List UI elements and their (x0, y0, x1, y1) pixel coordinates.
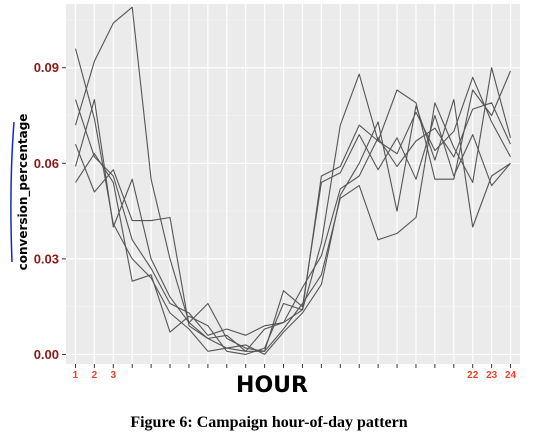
line-chart: 0.000.030.060.09 1 2 3 22 23 24 HOUR conversi… (0, 0, 538, 410)
x-tick-label: 1 (73, 370, 79, 381)
x-tick-label: 2 (92, 370, 98, 381)
x-axis-label: HOUR (236, 373, 308, 398)
x-tick-label: 23 (486, 370, 498, 381)
handwritten-underline-mark (11, 122, 14, 262)
y-axis-label: conversion_percentage (16, 114, 31, 271)
y-tick-labels: 0.00 0.03 0.06 0.09 (34, 60, 66, 362)
x-tick-label: 24 (505, 370, 517, 381)
y-tick-label: 0.06 (34, 156, 59, 171)
y-tick-label: 0.09 (34, 60, 59, 75)
figure-caption: Figure 6: Campaign hour-of-day pattern (0, 414, 538, 432)
x-tick-label: 22 (467, 370, 479, 381)
x-tick-label: 3 (111, 370, 117, 381)
y-tick-label: 0.00 (34, 347, 59, 362)
y-tick-label: 0.03 (34, 251, 59, 266)
plot-background (66, 4, 520, 364)
